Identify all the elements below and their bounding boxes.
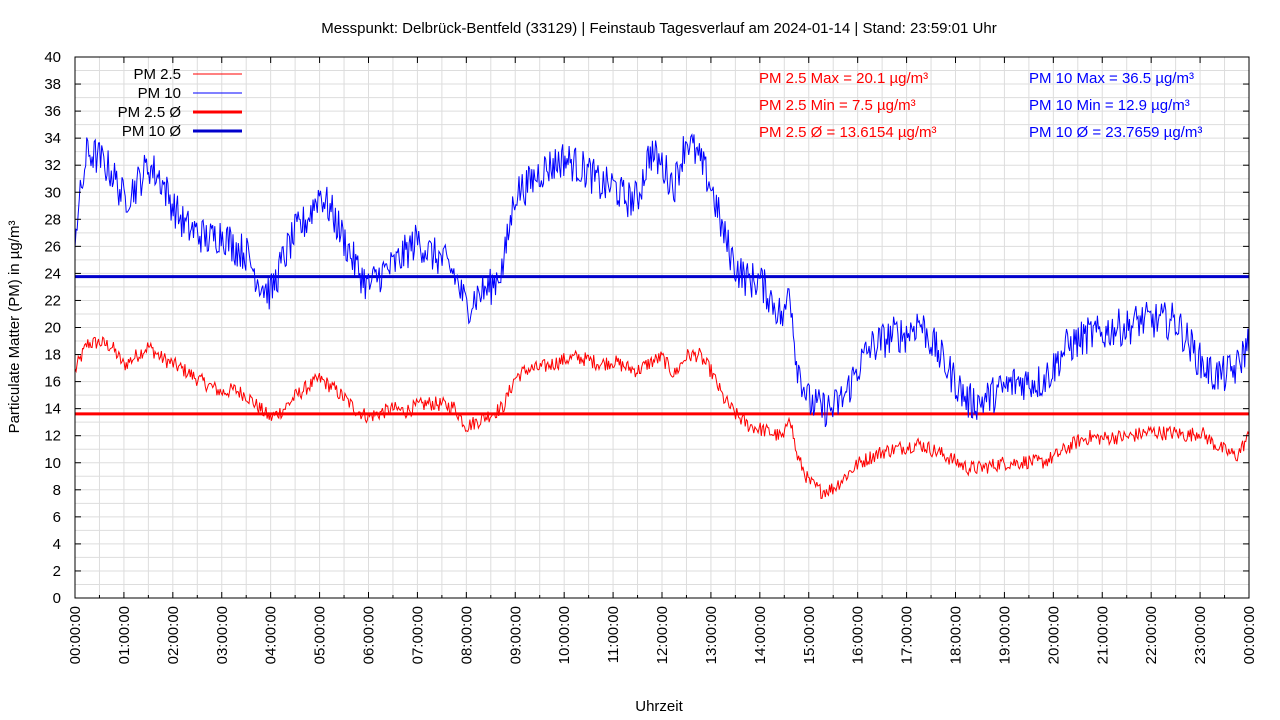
x-tick-label: 12:00:00 xyxy=(654,606,671,664)
y-tick-label: 36 xyxy=(44,103,61,120)
stats-pm10: PM 10 Max = 36.5 µg/m³ PM 10 Min = 12.9 … xyxy=(1029,70,1202,141)
x-tick-label: 18:00:00 xyxy=(948,606,965,664)
x-tick-label: 00:00:00 xyxy=(1241,606,1258,664)
x-tick-label: 10:00:00 xyxy=(556,606,573,664)
legend-label-pm10-avg: PM 10 Ø xyxy=(122,123,182,140)
y-tick-label: 26 xyxy=(44,238,61,255)
x-tick-label: 19:00:00 xyxy=(996,606,1013,664)
x-tick-label: 23:00:00 xyxy=(1192,606,1209,664)
legend-label-pm25-avg: PM 2.5 Ø xyxy=(118,104,182,121)
grid xyxy=(75,57,1249,598)
x-tick-label: 02:00:00 xyxy=(165,606,182,664)
x-tick-label: 22:00:00 xyxy=(1143,606,1160,664)
stat-pm10-max: PM 10 Max = 36.5 µg/m³ xyxy=(1029,70,1194,87)
x-tick-label: 20:00:00 xyxy=(1045,606,1062,664)
y-tick-label: 34 xyxy=(44,130,61,147)
stats-pm25: PM 2.5 Max = 20.1 µg/m³ PM 2.5 Min = 7.5… xyxy=(759,70,936,141)
x-tick-label: 08:00:00 xyxy=(458,606,475,664)
y-tick-label: 8 xyxy=(53,482,61,499)
stat-pm10-min: PM 10 Min = 12.9 µg/m³ xyxy=(1029,97,1190,114)
y-tick-label: 38 xyxy=(44,76,61,93)
y-tick-label: 10 xyxy=(44,455,61,472)
x-tick-label: 05:00:00 xyxy=(312,606,329,664)
x-tick-label: 09:00:00 xyxy=(507,606,524,664)
y-tick-label: 18 xyxy=(44,347,61,364)
y-tick-label: 16 xyxy=(44,374,61,391)
chart-title: Messpunkt: Delbrück-Bentfeld (33129) | F… xyxy=(321,20,996,37)
y-tick-label: 20 xyxy=(44,320,61,337)
x-tick-label: 06:00:00 xyxy=(361,606,378,664)
x-tick-label: 14:00:00 xyxy=(752,606,769,664)
y-tick-label: 14 xyxy=(44,401,61,418)
y-tick-label: 12 xyxy=(44,428,61,445)
y-tick-label: 28 xyxy=(44,211,61,228)
y-tick-label: 2 xyxy=(53,563,61,580)
stat-pm25-max: PM 2.5 Max = 20.1 µg/m³ xyxy=(759,70,928,87)
legend-label-pm10: PM 10 xyxy=(138,85,181,102)
series-line-pm10 xyxy=(74,133,1250,428)
x-tick-label: 03:00:00 xyxy=(214,606,231,664)
y-tick-label: 32 xyxy=(44,157,61,174)
stat-pm25-avg: PM 2.5 Ø = 13.6154 µg/m³ xyxy=(759,124,936,141)
x-axis-label: Uhrzeit xyxy=(635,698,683,715)
x-tick-label: 11:00:00 xyxy=(605,606,622,663)
y-tick-label: 0 xyxy=(53,590,61,607)
y-tick-label: 30 xyxy=(44,184,61,201)
x-tick-label: 15:00:00 xyxy=(801,606,818,664)
x-tick-label: 13:00:00 xyxy=(703,606,720,664)
legend-label-pm25: PM 2.5 xyxy=(133,66,181,83)
y-tick-label: 22 xyxy=(44,292,61,309)
x-tick-label: 17:00:00 xyxy=(899,606,916,664)
x-tick-label: 00:00:00 xyxy=(67,606,84,664)
y-tick-label: 4 xyxy=(53,536,61,553)
y-tick-label: 24 xyxy=(44,265,61,282)
x-tick-label: 16:00:00 xyxy=(850,606,867,664)
x-tick-label: 04:00:00 xyxy=(263,606,280,664)
x-tick-label: 01:00:00 xyxy=(116,606,133,664)
y-tick-label: 6 xyxy=(53,509,61,526)
series-line-pm25 xyxy=(74,336,1250,499)
stat-pm25-min: PM 2.5 Min = 7.5 µg/m³ xyxy=(759,97,916,114)
x-tick-label: 21:00:00 xyxy=(1094,606,1111,664)
y-axis-label: Particulate Matter (PM) in µg/m³ xyxy=(6,221,23,434)
x-axis-ticks: 00:00:00 01:00:00 02:00:00 03:00:00 04:00:00… xyxy=(67,57,1258,664)
stat-pm10-avg: PM 10 Ø = 23.7659 µg/m³ xyxy=(1029,124,1202,141)
series-lines xyxy=(74,133,1250,499)
y-tick-label: 40 xyxy=(44,49,61,66)
x-tick-label: 07:00:00 xyxy=(409,606,426,664)
legend: PM 2.5 PM 10 PM 2.5 Ø PM 10 Ø xyxy=(118,66,242,140)
